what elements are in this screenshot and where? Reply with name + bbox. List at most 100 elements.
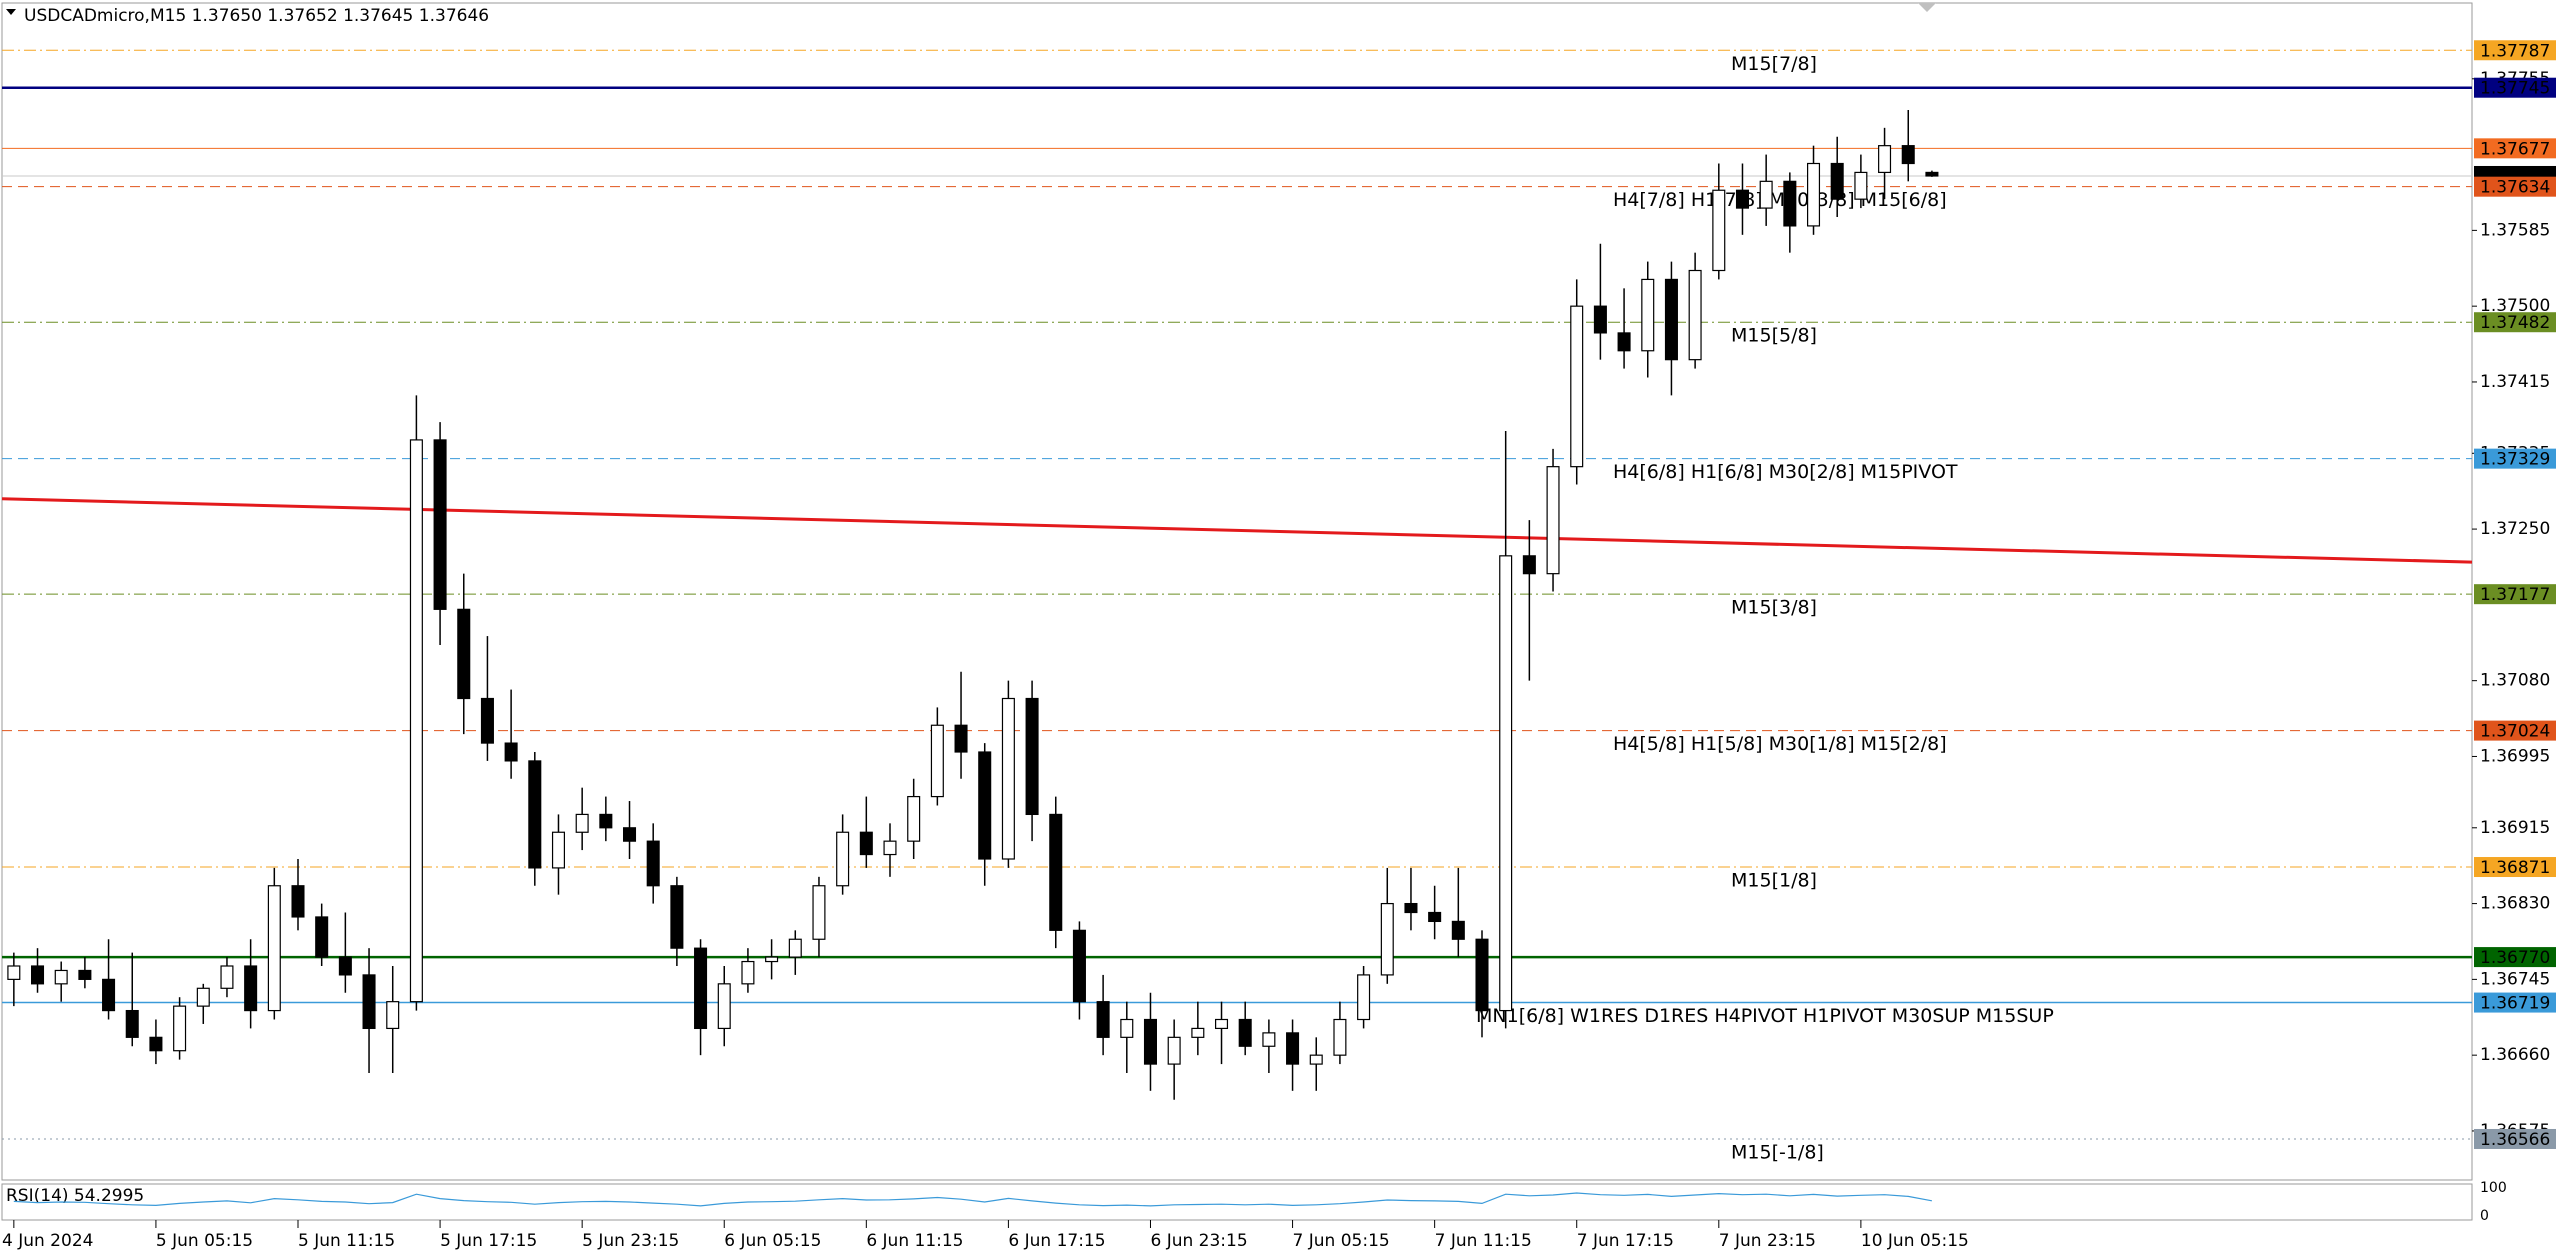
candle-body	[173, 1005, 187, 1052]
candle-body	[1783, 180, 1797, 227]
candle-body	[1357, 974, 1371, 1021]
level-text: M15[-1/8]	[1731, 1141, 1824, 1163]
candle-body	[1617, 332, 1631, 352]
candle-body	[1570, 305, 1584, 468]
candle-body	[836, 831, 850, 887]
candle-body	[457, 608, 471, 700]
x-tick-label: 7 Jun 11:15	[1435, 1231, 1532, 1251]
y-tick-label: 1.37415	[2480, 372, 2550, 392]
price-box	[2474, 947, 2556, 968]
candle-body	[883, 840, 897, 856]
price-box-label: 1.37177	[2480, 585, 2550, 605]
x-tick-label: 5 Jun 17:15	[440, 1231, 537, 1251]
candle-body	[504, 742, 518, 762]
level-text: M15[3/8]	[1731, 597, 1817, 619]
level-text: H4[5/8] H1[5/8] M30[1/8] M15[2/8]	[1613, 733, 1947, 755]
candle-body	[291, 885, 305, 918]
candle-body	[1830, 162, 1844, 200]
shift-marker[interactable]	[1918, 3, 1936, 12]
candle-body	[7, 965, 21, 980]
candle-body	[1451, 920, 1465, 940]
candle-body	[765, 956, 779, 963]
y-tick-label: 1.37500	[2480, 296, 2550, 316]
candle-body	[1380, 902, 1394, 976]
candle-body	[1309, 1054, 1323, 1065]
candle-body	[622, 827, 637, 842]
candle-body	[149, 1036, 163, 1052]
candle-body	[1499, 555, 1513, 1012]
y-tick-label: 1.37250	[2480, 519, 2550, 539]
candle-body	[1641, 278, 1655, 352]
candle-body	[220, 965, 234, 989]
x-tick-label: 5 Jun 05:15	[156, 1231, 253, 1251]
candle-body	[670, 885, 684, 949]
price-box-label: 1.36719	[2480, 994, 2550, 1014]
candle-body	[551, 831, 565, 869]
x-tick-label: 10 Jun 05:15	[1861, 1231, 1969, 1251]
candle-body	[528, 760, 542, 869]
price-box-label: 1.37745	[2480, 79, 2550, 99]
collapse-toggle[interactable]	[6, 9, 16, 15]
y-tick-label: 1.36915	[2480, 818, 2550, 838]
level-text: MN1[6/8] W1RES D1RES H4PIVOT H1PIVOT M30…	[1476, 1005, 2054, 1027]
price-box-label: 1.36566	[2480, 1130, 2550, 1150]
candle-body	[1191, 1027, 1205, 1038]
candle-body	[1096, 1001, 1110, 1038]
candle-body	[315, 916, 329, 958]
candle-body	[1049, 813, 1063, 931]
candle-body	[1759, 180, 1773, 209]
candle-body	[267, 885, 281, 1012]
candle-body	[125, 1009, 139, 1038]
x-tick-label: 7 Jun 23:15	[1719, 1231, 1816, 1251]
candle-body	[54, 969, 68, 985]
x-tick-label: 5 Jun 23:15	[582, 1231, 679, 1251]
candle-body	[812, 885, 826, 940]
candle-body	[1522, 555, 1536, 575]
rsi-line	[13, 1192, 1933, 1207]
candle-body	[1878, 145, 1892, 174]
price-box	[2474, 1128, 2556, 1149]
candle-body	[978, 751, 992, 860]
rsi-tick-label: 0	[2480, 1208, 2489, 1224]
candle-body	[1143, 1018, 1158, 1065]
price-box	[2474, 138, 2556, 159]
level-text: M15[5/8]	[1731, 325, 1817, 347]
price-box-label: 1.37482	[2480, 313, 2550, 333]
level-text: M15[7/8]	[1731, 53, 1817, 75]
x-tick-label: 5 Jun 11:15	[298, 1231, 395, 1251]
candle-body	[954, 724, 968, 753]
y-tick-label: 1.36995	[2480, 746, 2550, 766]
candle-body	[1404, 902, 1418, 914]
level-text: H4[6/8] H1[6/8] M30[2/8] M15PIVOT	[1613, 461, 1958, 483]
level-text: H4[7/8] H1[7/8] M30[3/8] M15[6/8]	[1613, 189, 1947, 211]
candle-body	[1735, 189, 1750, 209]
candle-body	[788, 938, 802, 958]
rsi-title: RSI(14) 54.2995	[6, 1186, 144, 1206]
price-box	[2474, 584, 2556, 605]
price-box	[2474, 857, 2556, 878]
candle-body	[1712, 189, 1726, 272]
price-box	[2474, 312, 2556, 333]
candle-body	[599, 813, 613, 829]
price-box-label: 1.37787	[2480, 41, 2550, 61]
price-box-label: 1.37634	[2480, 178, 2550, 198]
candle-body	[244, 965, 258, 1012]
candle-body	[1428, 911, 1442, 923]
candle-body	[907, 795, 921, 842]
candle-body	[646, 840, 660, 887]
candle-body	[1167, 1036, 1181, 1065]
candle-body	[1901, 145, 1915, 165]
candle-body	[859, 831, 873, 856]
price-box-label: 1.37329	[2480, 450, 2550, 470]
candle-body	[1120, 1018, 1134, 1038]
candle-body	[1854, 171, 1868, 200]
y-tick-label: 1.36660	[2480, 1045, 2550, 1065]
candle-body	[102, 978, 116, 1012]
candle-body	[433, 439, 447, 610]
y-tick-label: 1.37585	[2480, 220, 2550, 240]
x-tick-label: 7 Jun 05:15	[1293, 1231, 1390, 1251]
candle-body	[1262, 1032, 1276, 1047]
x-tick-label: 6 Jun 11:15	[866, 1231, 963, 1251]
